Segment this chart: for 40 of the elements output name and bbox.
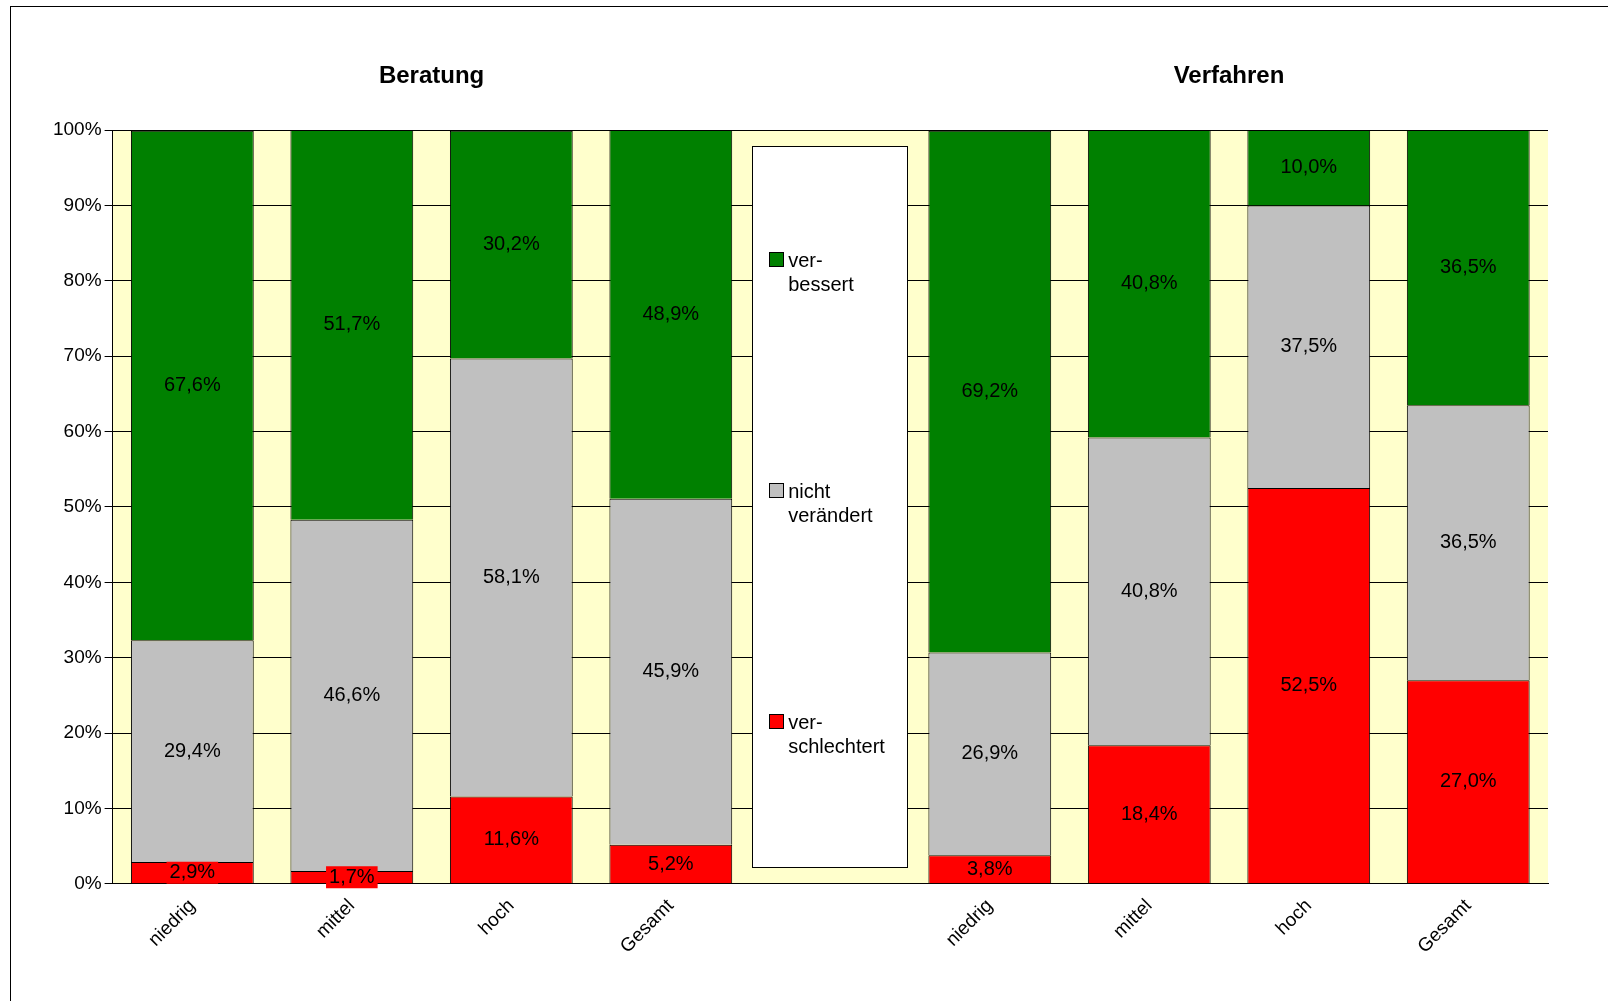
y-tick-label: 60% xyxy=(63,419,102,441)
data-label: 67,6% xyxy=(163,373,221,396)
data-label: 30,2% xyxy=(482,232,540,255)
y-tick-label: 70% xyxy=(63,344,102,366)
y-tick-label: 50% xyxy=(63,495,102,517)
y-tick-label: 20% xyxy=(63,721,102,743)
data-label: 36,5% xyxy=(1439,255,1497,278)
text: ver- bessert xyxy=(788,248,854,297)
data-label: 46,6% xyxy=(323,682,381,705)
y-tick-label: 30% xyxy=(63,645,102,667)
data-label: 36,5% xyxy=(1439,530,1497,553)
text: Beratung xyxy=(378,60,485,88)
data-label: 45,9% xyxy=(642,659,700,682)
data-label: 40,8% xyxy=(1120,271,1178,294)
y-tick-label: 0% xyxy=(74,872,102,894)
legend-label: nicht verändert xyxy=(788,479,873,528)
data-label: 2,9% xyxy=(169,860,216,883)
data-label: 1,7% xyxy=(329,864,375,887)
data-label: 37,5% xyxy=(1280,334,1338,357)
data-label: 5,2% xyxy=(648,851,694,874)
data-label: 40,8% xyxy=(1120,578,1178,601)
data-label: 27,0% xyxy=(1439,769,1497,792)
data-label: 69,2% xyxy=(961,379,1019,402)
data-label: 48,9% xyxy=(642,301,700,324)
data-label: 10,0% xyxy=(1280,155,1338,178)
data-label: 11,6% xyxy=(483,827,540,850)
data-label: 26,9% xyxy=(961,741,1019,764)
y-tick-label: 40% xyxy=(63,570,102,592)
data-label: 51,7% xyxy=(323,312,381,335)
data-label: 58,1% xyxy=(482,564,540,587)
y-tick-label: 90% xyxy=(63,193,102,215)
data-label: 3,8% xyxy=(966,856,1013,879)
y-tick-label: 100% xyxy=(52,118,102,140)
legend-label: ver- schlechtert xyxy=(788,710,885,759)
y-tick-label: 10% xyxy=(63,796,102,818)
data-label: 29,4% xyxy=(163,738,221,761)
data-label: 18,4% xyxy=(1120,801,1178,824)
y-tick-label: 80% xyxy=(63,269,102,290)
text: Verfahren xyxy=(1173,60,1285,88)
data-label: 52,5% xyxy=(1280,673,1338,696)
